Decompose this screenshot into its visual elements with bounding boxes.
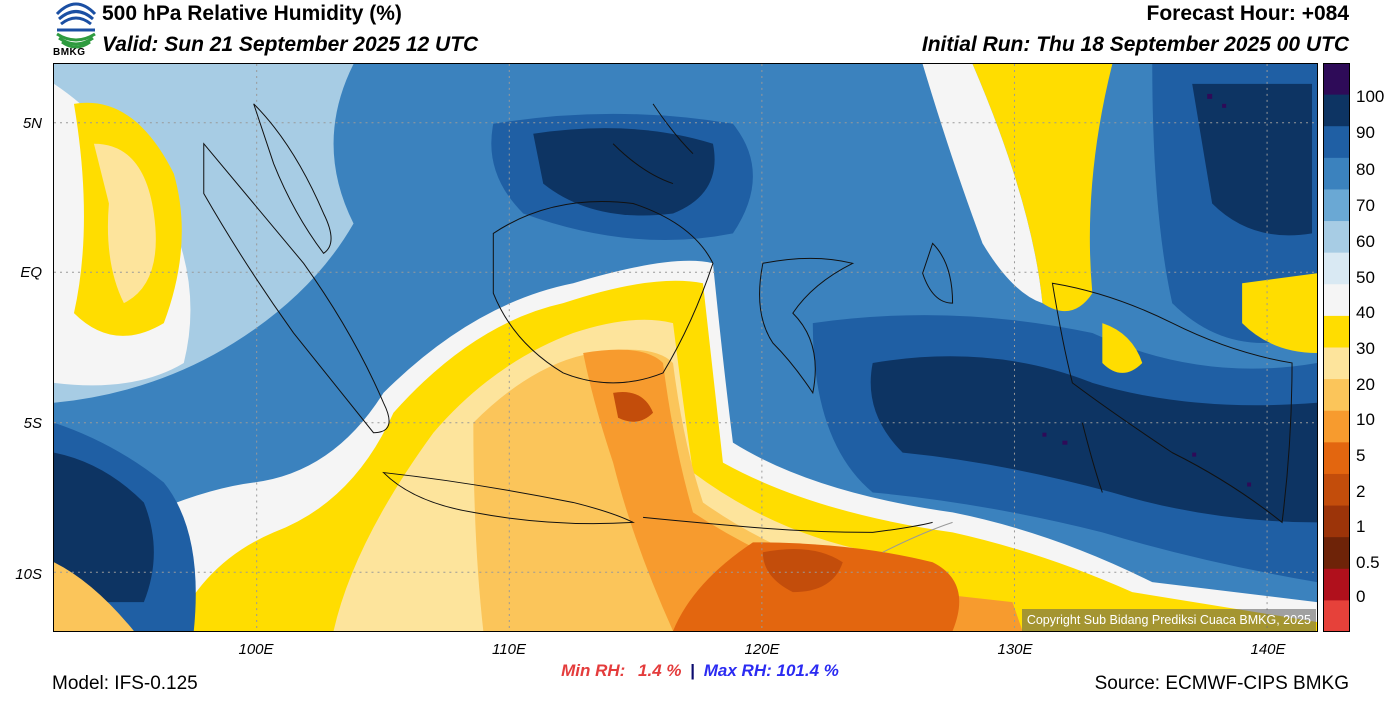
gridlines [54,64,1317,631]
coast-nusa [643,516,933,533]
colorbar-swatch [1323,505,1350,538]
coast-sumatra [203,142,390,434]
lon-label-110e: 110E [492,641,526,658]
field-deepest-north [533,128,715,216]
colorbar-swatch [1323,410,1350,443]
min-max-separator: | [690,661,696,680]
lon-label-130e: 130E [997,641,1033,658]
min-rh-value: 1.4 % [638,661,682,680]
colorbar-outline [1323,63,1350,632]
field-deepest-se [870,356,1317,523]
lat-label-5n: 5N [22,115,42,132]
logo-text: BMKG [53,47,86,58]
lat-label-10s: 10S [15,566,42,583]
lon-label-140e: 140E [1250,641,1286,658]
colorbar-swatch [1323,442,1350,475]
field-deepest-sw [54,452,154,603]
coast-timor [882,521,953,553]
colorbar-label: 1 [1356,517,1366,536]
lat-label-5s: 5S [23,415,42,432]
colorbar-swatch [1323,315,1350,348]
colorbar [1323,63,1350,632]
coast-philippines [612,103,694,185]
copyright-badge: Copyright Sub Bidang Prediksi Cuaca BMKG… [1021,609,1316,631]
field-pale-west [93,143,156,304]
colorbar-swatch [1323,126,1350,159]
colorbar-swatch [1323,252,1350,285]
colorbar-label: 50 [1356,268,1375,287]
field-yellow-ne [972,64,1113,312]
colorbar-swatch [1323,600,1350,632]
colorbar-swatch [1323,221,1350,254]
lon-label-120e: 120E [744,641,780,658]
lon-label-100e: 100E [238,641,274,658]
bmkg-logo [55,2,97,49]
colorbar-swatch [1323,189,1350,222]
forecast-hour: Forecast Hour: +084 [1146,2,1350,25]
colorbar-label: 70 [1356,196,1375,215]
field-dry-brown [762,548,843,593]
colorbar-swatch [1323,94,1350,127]
colorbar-label: 10 [1356,410,1375,429]
colorbar-label: 90 [1356,123,1375,142]
rh-max-speckles [1042,93,1252,487]
coast-java [382,471,635,525]
colorbar-label: 0 [1356,587,1366,606]
colorbar-swatch [1323,157,1350,190]
coast-borneo [492,201,714,384]
max-rh-value: 101.4 % [776,661,839,680]
max-rh-label: Max RH: [703,661,772,680]
model-label: Model: IFS-0.125 [52,673,198,694]
colorbar-swatch [1323,63,1350,96]
humidity-map [53,63,1318,632]
initial-run: Initial Run: Thu 18 September 2025 00 UT… [921,33,1349,56]
colorbar-label: 0.5 [1356,553,1380,572]
colorbar-swatch [1323,537,1350,570]
colorbar-swatch [1323,568,1350,601]
colorbar-swatch [1323,473,1350,507]
coast-halmahera [922,242,954,304]
coastlines [203,103,1293,553]
field-yellow-sw [54,562,134,631]
min-rh-label: Min RH: [561,661,626,680]
map-title: 500 hPa Relative Humidity (%) [102,2,402,25]
colorbar-label: 20 [1356,375,1375,394]
field-yellow-ne-edge [1242,273,1317,353]
colorbar-label: 100 [1356,87,1385,106]
coast-malay [253,103,332,255]
valid-time: Valid: Sun 21 September 2025 12 UTC [102,33,479,56]
source-label: Source: ECMWF-CIPS BMKG [1094,673,1349,694]
colorbar-label: 5 [1356,446,1366,465]
field-dry-core [613,392,654,422]
colorbar-label: 40 [1356,303,1375,322]
colorbar-label: 60 [1356,232,1375,251]
field-deepest-ne [1192,83,1313,236]
coast-sulawesi [759,257,855,395]
rh-min-max: Min RH: 1.4 % | Max RH: 101.4 % [0,661,1400,681]
lat-label-eq: EQ [20,264,42,281]
colorbar-label: 80 [1356,160,1375,179]
colorbar-label: 30 [1356,339,1375,358]
colorbar-swatch [1323,379,1350,412]
coast-papua [1051,282,1293,524]
field-dry-orange [583,349,1023,631]
coast-aru [1081,422,1103,493]
colorbar-swatch [1323,284,1350,317]
colorbar-label: 2 [1356,482,1366,501]
field-white-ne [922,64,1043,304]
colorbar-swatch [1323,347,1350,380]
field-yellow-sm [1102,323,1143,373]
